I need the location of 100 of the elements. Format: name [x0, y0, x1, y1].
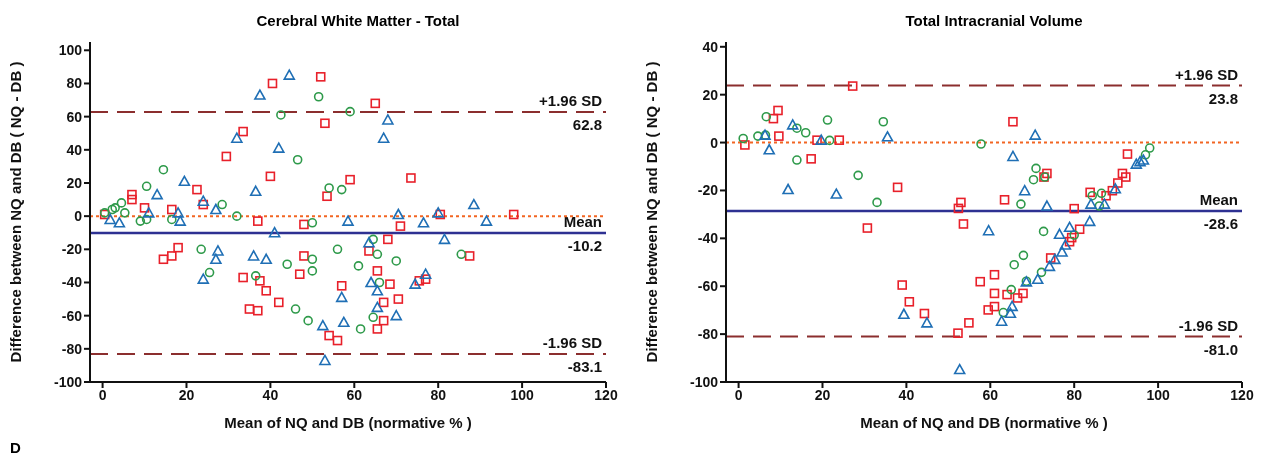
point	[1144, 143, 1155, 153]
point	[307, 217, 318, 228]
point	[982, 224, 995, 236]
point	[1085, 198, 1097, 209]
point	[261, 285, 271, 296]
point	[197, 195, 210, 207]
point	[204, 267, 215, 278]
y-tick-label: -40	[61, 274, 83, 291]
point	[299, 251, 309, 261]
point	[414, 276, 425, 286]
point	[374, 277, 385, 288]
point	[417, 216, 430, 228]
point	[353, 261, 364, 271]
point	[1117, 168, 1128, 179]
x-tick-label: 80	[1066, 386, 1083, 403]
point	[1004, 307, 1017, 319]
point	[158, 254, 169, 265]
point	[1038, 226, 1049, 237]
point	[815, 134, 828, 145]
point	[740, 140, 750, 150]
y-tick-label: -100	[53, 373, 83, 390]
point	[382, 114, 394, 125]
point	[276, 110, 286, 120]
point	[141, 214, 152, 225]
point	[135, 216, 146, 226]
point	[342, 215, 354, 226]
point	[1006, 284, 1017, 295]
point	[1113, 178, 1123, 188]
point	[1012, 293, 1023, 303]
ref-line-label: Mean	[563, 213, 602, 231]
y-tick-label: 0	[74, 208, 83, 225]
point	[1049, 253, 1061, 265]
point	[254, 89, 266, 100]
point	[268, 226, 281, 238]
x-tick-label: 100	[1146, 386, 1170, 403]
point	[338, 316, 350, 328]
point	[303, 315, 313, 326]
point	[847, 81, 858, 91]
point	[282, 259, 292, 270]
point	[812, 135, 822, 145]
point	[336, 281, 347, 291]
point	[393, 294, 404, 304]
point	[1043, 260, 1056, 272]
point	[464, 251, 475, 261]
point	[372, 249, 383, 260]
y-tick-label: 0	[710, 134, 719, 151]
point	[320, 118, 330, 129]
point	[1130, 158, 1143, 169]
x-tick-label: 0	[734, 386, 743, 403]
point	[456, 249, 467, 260]
point	[881, 131, 894, 142]
point	[1041, 200, 1053, 211]
point	[1007, 150, 1019, 162]
y-tick-label: -60	[697, 278, 719, 295]
point	[197, 273, 210, 284]
y-tick-label: -40	[697, 230, 719, 247]
point	[378, 315, 389, 326]
point	[1002, 289, 1012, 300]
point	[385, 279, 395, 289]
point	[897, 280, 907, 290]
point	[142, 207, 155, 218]
point	[1018, 250, 1029, 261]
y-tick-label: 20	[702, 86, 719, 103]
point	[139, 203, 150, 213]
point	[792, 155, 802, 165]
point	[253, 305, 263, 316]
point	[420, 274, 431, 284]
point	[377, 132, 390, 143]
y-axis-title: Difference between NQ and DB ( NQ - DB )	[643, 61, 661, 363]
ref-line-label: +1.96 SD	[1175, 65, 1239, 83]
x-tick-label: 60	[346, 386, 363, 403]
point	[406, 173, 416, 183]
point	[221, 151, 232, 162]
y-tick-label: 80	[66, 75, 83, 92]
x-tick-label: 120	[1230, 386, 1254, 403]
point	[113, 216, 126, 228]
point	[1107, 185, 1118, 196]
point	[151, 188, 163, 200]
point	[1083, 215, 1096, 227]
point	[247, 250, 260, 261]
point	[1018, 184, 1031, 196]
point	[1096, 188, 1107, 199]
point	[345, 106, 355, 117]
point	[1028, 174, 1039, 185]
point	[141, 181, 152, 192]
point	[319, 354, 331, 366]
x-tick-label: 0	[98, 386, 107, 403]
point	[953, 203, 964, 214]
point	[989, 269, 1000, 280]
point	[174, 215, 186, 226]
point	[964, 318, 974, 328]
point	[365, 276, 377, 288]
point	[370, 98, 381, 109]
point	[508, 209, 519, 220]
point	[332, 244, 343, 255]
point	[773, 105, 783, 116]
point	[290, 304, 301, 314]
point	[249, 185, 262, 197]
point	[1109, 182, 1122, 194]
point	[210, 253, 222, 265]
